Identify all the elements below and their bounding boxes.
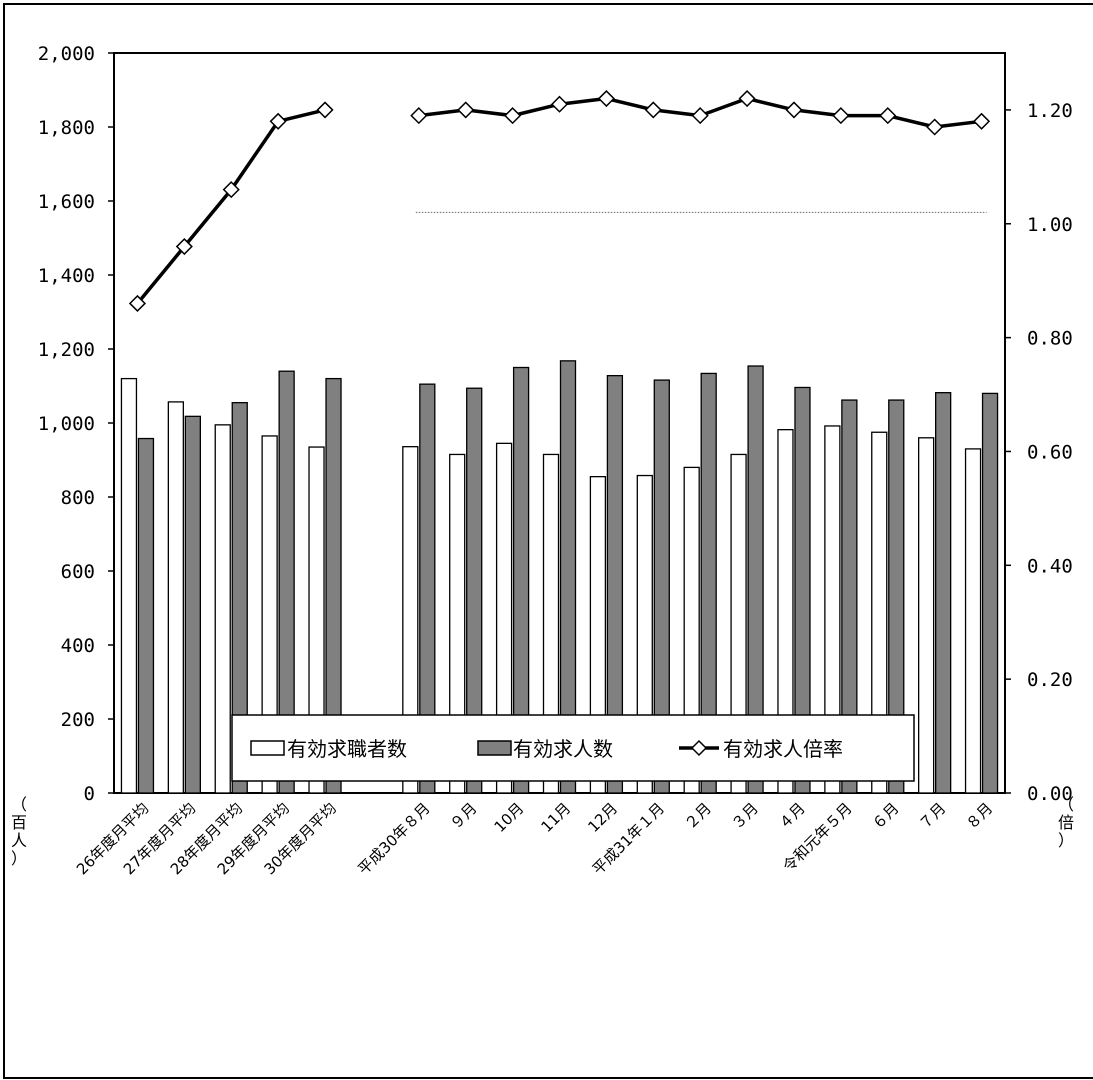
bar-openings-0 [137, 437, 155, 794]
right-tick-label-2: 0.40 [1027, 555, 1073, 577]
left-tick-label-8: 1,600 [38, 191, 95, 213]
legend-swatch-ratio-marker [690, 739, 708, 757]
bar-jobseekers-15 [824, 425, 841, 794]
bar-jobseekers-13 [730, 453, 747, 794]
category-label-10: 12月 [584, 799, 621, 836]
bar-jobseekers-8 [495, 442, 513, 794]
bar-jobseekers-16 [871, 431, 888, 794]
ratio-marker-12 [691, 107, 709, 125]
legend-swatch-jobseekers [250, 740, 285, 756]
bar-jobseekers-18 [964, 448, 982, 794]
bar-openings-18 [981, 392, 999, 794]
ratio-marker-16 [879, 107, 897, 125]
ratio-line-segment-0 [136, 108, 326, 305]
bar-openings-9 [559, 360, 577, 794]
ratio-marker-3 [269, 112, 287, 130]
left-tick-label-7: 1,400 [38, 265, 95, 287]
bar-jobseekers-17 [918, 437, 935, 794]
bar-openings-1 [184, 415, 201, 794]
bar-openings-15 [841, 399, 858, 794]
ratio-marker-7 [457, 101, 475, 119]
category-label-7: ９月 [447, 799, 481, 833]
bar-openings-11 [653, 379, 670, 794]
bar-jobseekers-12 [683, 466, 700, 794]
bar-jobseekers-11 [636, 474, 653, 794]
ratio-marker-13 [738, 89, 756, 108]
bar-openings-12 [700, 372, 717, 794]
category-label-8: 10月 [491, 799, 528, 836]
right-tick-label-6: 1.20 [1027, 100, 1073, 122]
bar-jobseekers-9 [542, 453, 560, 794]
left-tick-label-1: 200 [61, 709, 95, 731]
right-tick-label-0: 0.00 [1027, 783, 1073, 805]
bar-jobseekers-6 [402, 446, 419, 794]
right-unit-label: （倍） [1058, 795, 1074, 850]
bar-jobseekers-0 [120, 377, 138, 794]
legend-label-jobseekers: 有効求職者数 [287, 737, 407, 761]
ratio-marker-6 [410, 107, 428, 125]
left-tick-label-10: 2,000 [38, 43, 95, 65]
ratio-marker-9 [550, 95, 569, 113]
left-tick-label-3: 600 [61, 561, 95, 583]
bar-openings-4 [325, 377, 342, 794]
legend-box [231, 714, 915, 782]
right-tick-label-4: 0.80 [1027, 328, 1073, 350]
ratio-marker-1 [175, 237, 193, 256]
left-tick-label-5: 1,000 [38, 413, 95, 435]
category-label-14: ４月 [775, 799, 809, 833]
bar-openings-14 [794, 386, 811, 794]
bar-jobseekers-10 [589, 475, 607, 794]
right-tick-label-3: 0.60 [1027, 441, 1073, 463]
ratio-marker-15 [832, 107, 850, 125]
bar-jobseekers-2 [214, 424, 231, 794]
left-tick-label-4: 800 [61, 487, 95, 509]
category-label-17: ７月 [916, 799, 950, 833]
chart-frame [3, 3, 1093, 1079]
bar-openings-13 [747, 365, 764, 794]
legend-label-openings: 有効求人数 [513, 737, 613, 761]
category-label-13: ３月 [728, 799, 762, 833]
legend: 有効求職者数 有効求人数 有効求人倍率 [231, 714, 915, 782]
bar-openings-8 [512, 366, 530, 794]
ratio-marker-14 [785, 101, 803, 119]
right-tick-label-5: 1.00 [1027, 214, 1073, 236]
left-tick-label-2: 400 [61, 635, 95, 657]
legend-swatch-openings [477, 740, 512, 756]
ratio-marker-10 [597, 89, 615, 108]
bar-jobseekers-3 [261, 435, 278, 794]
right-tick-label-1: 0.20 [1027, 669, 1073, 691]
bar-openings-6 [419, 383, 436, 794]
bar-openings-16 [888, 399, 905, 794]
bar-jobseekers-1 [167, 401, 184, 794]
category-label-6: 平成30年８月 [354, 799, 433, 878]
bar-openings-3 [278, 370, 295, 794]
bar-jobseekers-4 [308, 446, 325, 794]
category-label-16: ６月 [869, 799, 903, 833]
ratio-marker-2 [222, 181, 240, 199]
ratio-marker-4 [316, 101, 334, 119]
bar-jobseekers-14 [777, 429, 794, 794]
category-label-9: 11月 [537, 799, 574, 836]
bar-jobseekers-7 [449, 453, 466, 794]
left-tick-label-6: 1,200 [38, 339, 95, 361]
bar-openings-10 [606, 374, 624, 794]
left-tick-label-9: 1,800 [38, 117, 95, 139]
legend-label-ratio: 有効求人倍率 [723, 737, 843, 761]
ratio-marker-11 [644, 101, 662, 119]
left-tick-label-0: 0 [84, 783, 95, 805]
category-label-18: ８月 [962, 799, 996, 833]
bar-openings-7 [466, 387, 483, 794]
ratio-marker-8 [504, 107, 522, 125]
bar-openings-17 [935, 392, 952, 794]
ratio-marker-17 [926, 118, 944, 136]
ratio-marker-0 [128, 294, 147, 313]
category-label-12: ２月 [681, 799, 715, 833]
bar-openings-2 [231, 401, 248, 794]
ratio-marker-18 [972, 112, 991, 130]
left-unit-label: （百人） [11, 795, 27, 868]
